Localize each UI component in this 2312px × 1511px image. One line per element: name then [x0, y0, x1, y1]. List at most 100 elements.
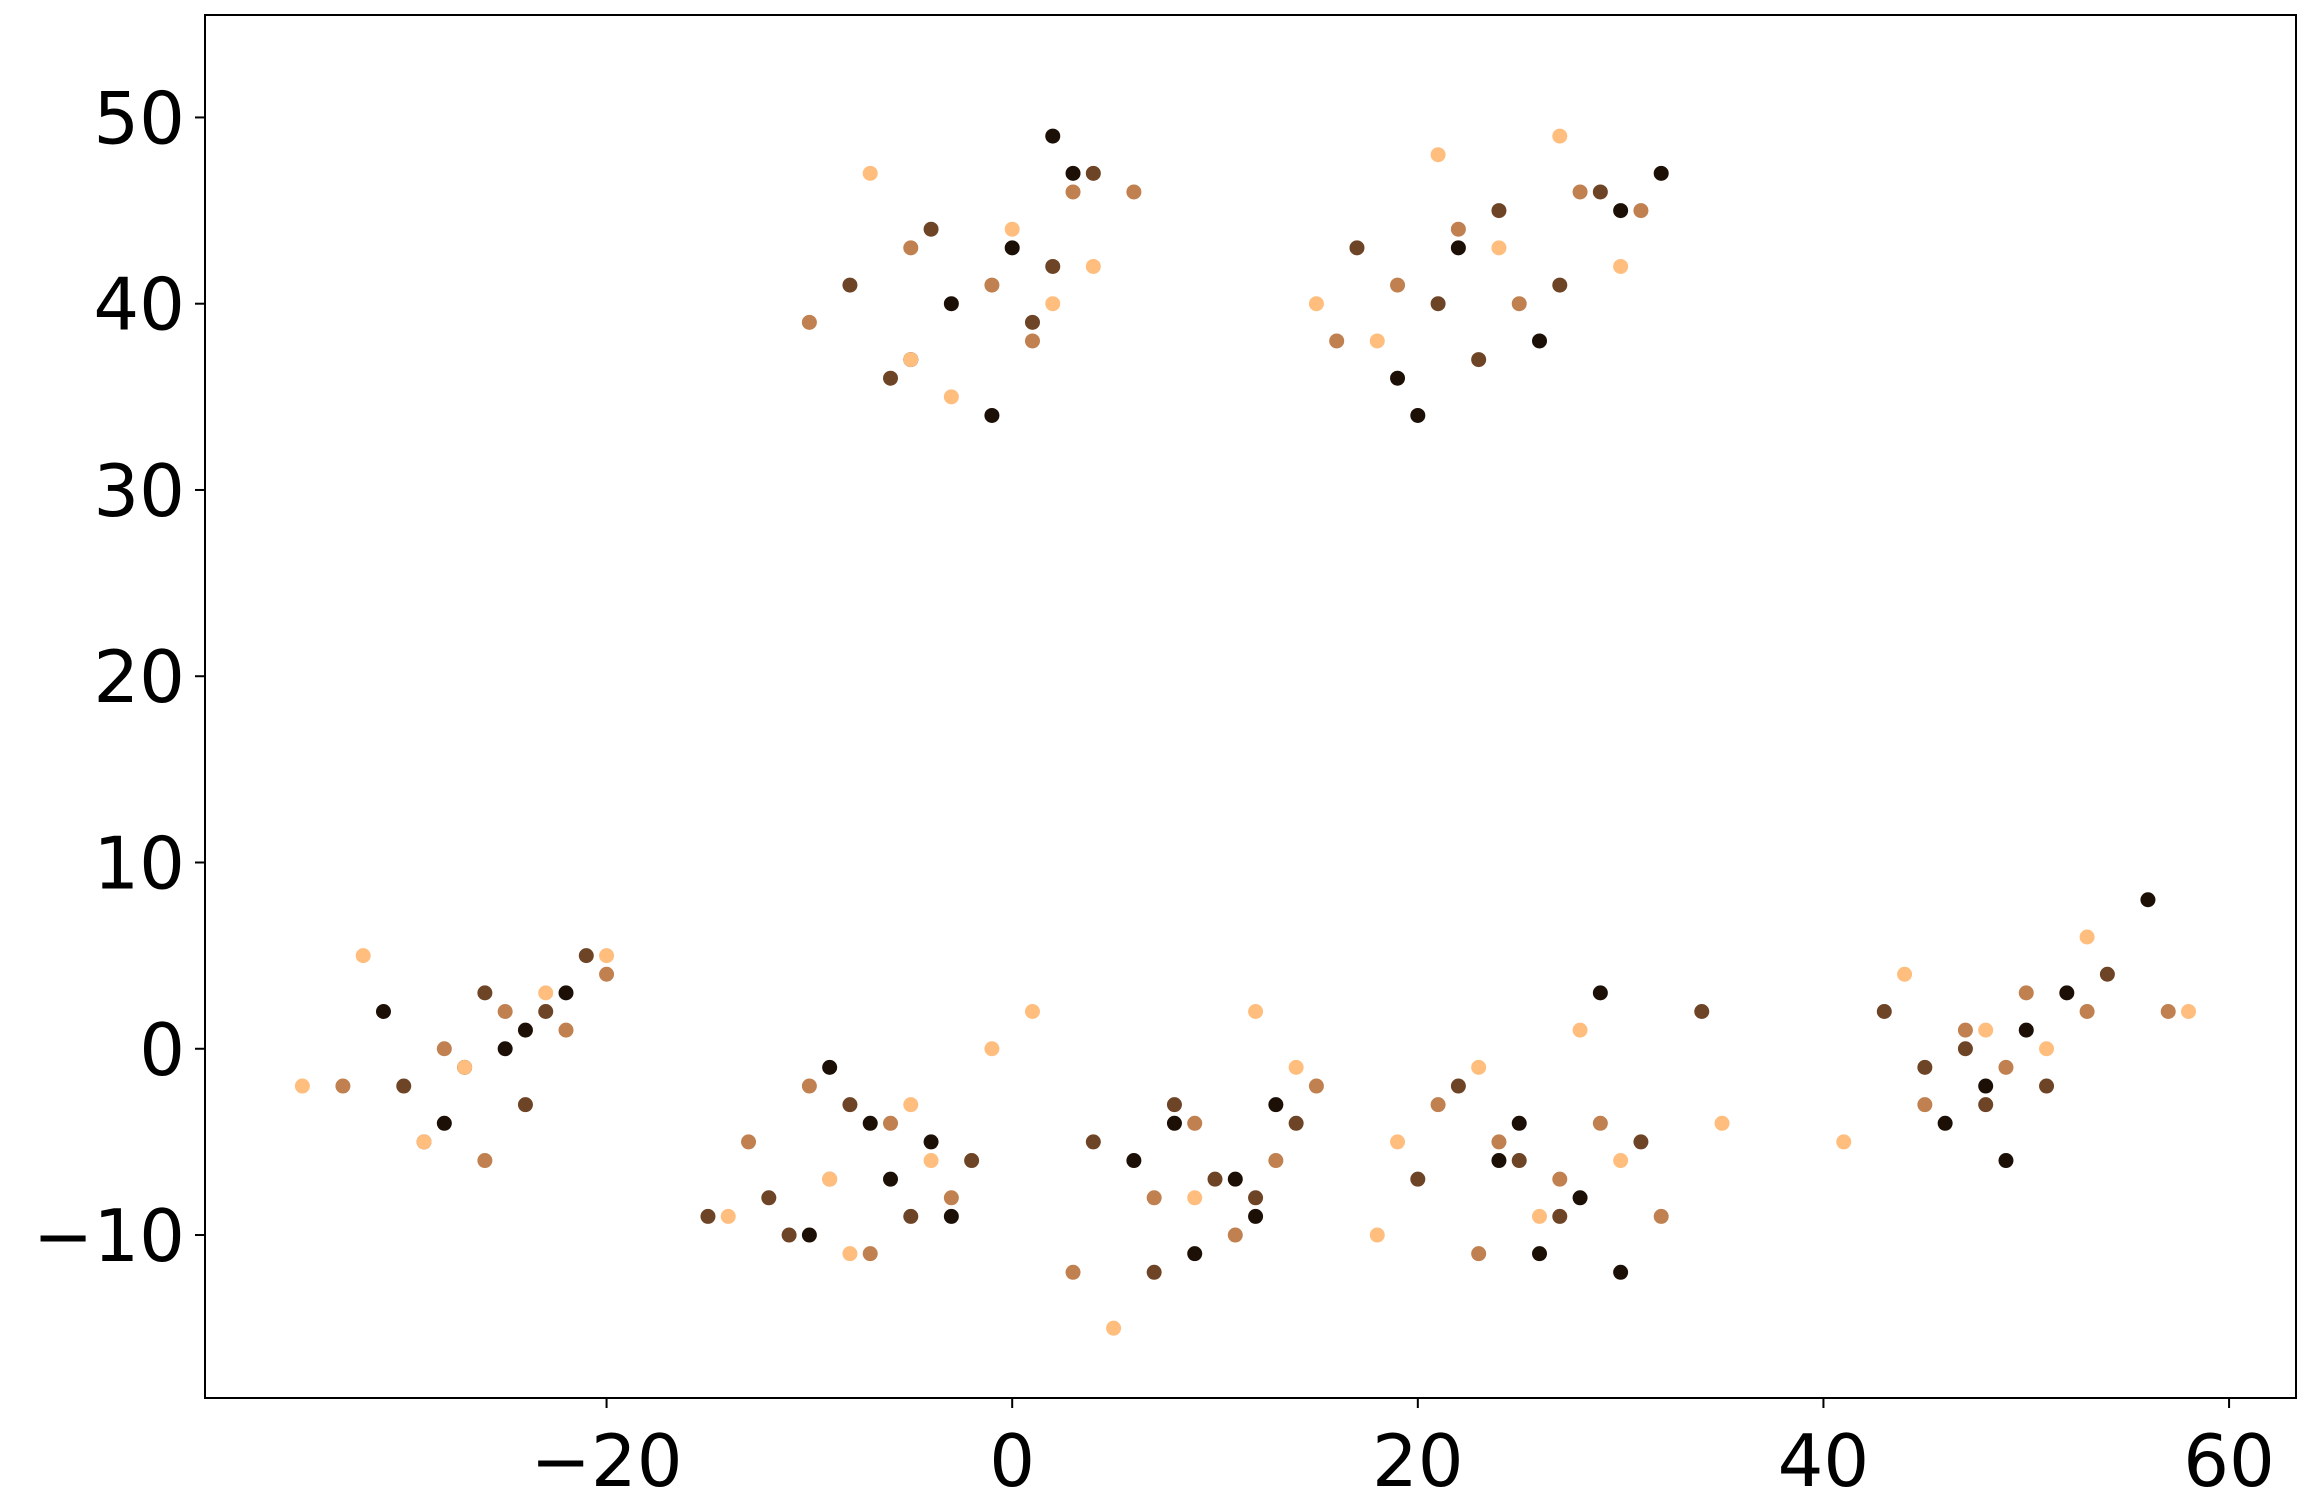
x-tick-label: 40 — [1778, 1419, 1870, 1503]
point — [1045, 296, 1061, 312]
point — [801, 1227, 817, 1243]
point — [1876, 1004, 1892, 1020]
x-tick-label: 0 — [989, 1419, 1035, 1503]
x-tick-label: −20 — [531, 1419, 683, 1503]
point — [1998, 1059, 2014, 1075]
point — [1998, 1153, 2014, 1169]
point — [903, 1097, 919, 1113]
point — [1613, 203, 1629, 219]
y-tick-label: 20 — [93, 635, 185, 719]
point — [457, 1059, 473, 1075]
point — [984, 1041, 1000, 1057]
point — [1491, 1153, 1507, 1169]
point — [1532, 1246, 1548, 1262]
point — [2079, 1004, 2095, 1020]
point — [984, 277, 1000, 293]
point — [1065, 165, 1081, 181]
point — [1430, 296, 1446, 312]
point — [720, 1208, 736, 1224]
point — [943, 1190, 959, 1206]
point — [741, 1134, 757, 1150]
point — [517, 1097, 533, 1113]
point — [1572, 184, 1588, 200]
point — [2181, 1004, 2197, 1020]
point — [883, 370, 899, 386]
point — [1065, 1264, 1081, 1280]
point — [1592, 1115, 1608, 1131]
plot-frame — [204, 14, 2297, 1399]
point — [964, 1153, 980, 1169]
point — [1308, 296, 1324, 312]
point — [1410, 407, 1426, 423]
point — [335, 1078, 351, 1094]
point — [1653, 1208, 1669, 1224]
point — [1552, 1171, 1568, 1187]
point — [436, 1115, 452, 1131]
point — [1897, 966, 1913, 982]
point — [1369, 1227, 1385, 1243]
point — [801, 1078, 817, 1094]
point — [1024, 1004, 1040, 1020]
point — [1532, 1208, 1548, 1224]
point — [2140, 892, 2156, 908]
point — [781, 1227, 797, 1243]
point — [1390, 1134, 1406, 1150]
point — [294, 1078, 310, 1094]
point — [923, 221, 939, 237]
point — [1552, 277, 1568, 293]
point — [1390, 370, 1406, 386]
point — [1085, 1134, 1101, 1150]
point — [842, 1246, 858, 1262]
point — [1065, 184, 1081, 200]
point — [1532, 333, 1548, 349]
point — [1450, 221, 1466, 237]
point — [842, 277, 858, 293]
point — [2079, 929, 2095, 945]
point — [1288, 1059, 1304, 1075]
y-tick-label: −10 — [33, 1194, 185, 1278]
point — [1714, 1115, 1730, 1131]
point — [517, 1022, 533, 1038]
point — [1430, 1097, 1446, 1113]
point — [1430, 147, 1446, 163]
point — [538, 985, 554, 1001]
point — [862, 1115, 878, 1131]
point — [1572, 1022, 1588, 1038]
point — [2160, 1004, 2176, 1020]
point — [1166, 1115, 1182, 1131]
point — [375, 1004, 391, 1020]
point — [1146, 1190, 1162, 1206]
point — [1471, 352, 1487, 368]
point — [1126, 1153, 1142, 1169]
point — [1592, 985, 1608, 1001]
point — [862, 165, 878, 181]
point — [903, 240, 919, 256]
point — [1166, 1097, 1182, 1113]
point — [1004, 240, 1020, 256]
point — [1146, 1264, 1162, 1280]
point — [1613, 1153, 1629, 1169]
point — [2039, 1041, 2055, 1057]
point — [1613, 1264, 1629, 1280]
point — [2018, 985, 2034, 1001]
point — [1329, 333, 1345, 349]
point — [1653, 165, 1669, 181]
point — [943, 389, 959, 405]
point — [1613, 258, 1629, 274]
point — [903, 352, 919, 368]
point — [1227, 1227, 1243, 1243]
point — [1227, 1171, 1243, 1187]
x-tick-label: 20 — [1372, 1419, 1464, 1503]
point — [1957, 1041, 1973, 1057]
point — [1937, 1115, 1953, 1131]
x-tick-label: 60 — [2183, 1419, 2275, 1503]
point — [1511, 1153, 1527, 1169]
point — [1471, 1246, 1487, 1262]
point — [477, 985, 493, 1001]
point — [497, 1004, 513, 1020]
point — [1268, 1097, 1284, 1113]
point — [1633, 1134, 1649, 1150]
point — [1511, 1115, 1527, 1131]
point — [558, 1022, 574, 1038]
point — [923, 1134, 939, 1150]
